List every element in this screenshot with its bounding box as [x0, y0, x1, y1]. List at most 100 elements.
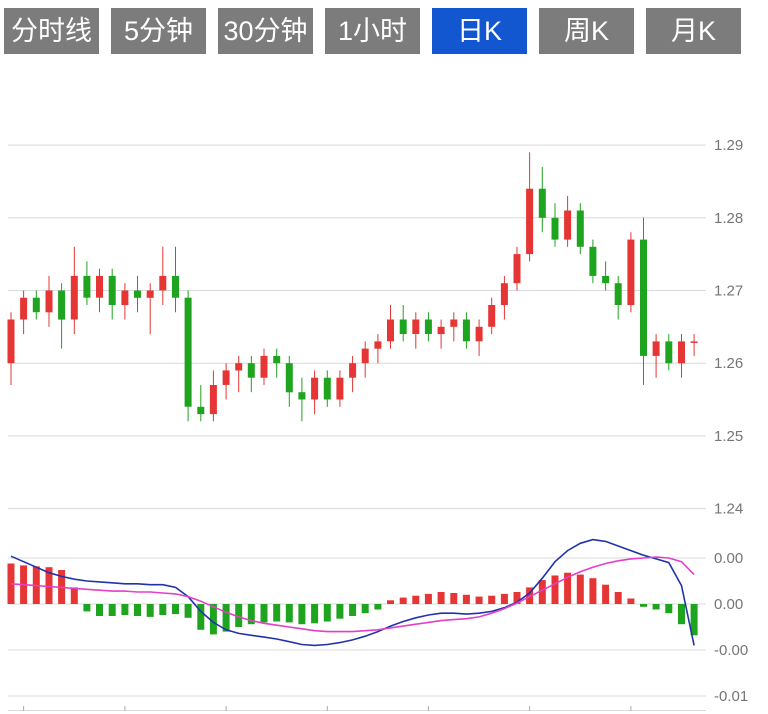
- macd-histogram-bar: [108, 604, 116, 616]
- candle-body: [576, 210, 584, 247]
- candle-body: [298, 392, 306, 400]
- candle-body: [602, 275, 610, 284]
- tab-1hour[interactable]: 1小时: [325, 8, 420, 54]
- macd-histogram-bar: [627, 598, 635, 604]
- macd-dif-line: [10, 538, 695, 647]
- macd-histogram-bar: [513, 592, 521, 604]
- candle-body: [197, 406, 205, 415]
- macd-histogram-bar: [235, 604, 243, 627]
- candle-body: [172, 275, 179, 298]
- macd-histogram-bar: [690, 604, 698, 636]
- macd-histogram-bar: [678, 604, 685, 625]
- candle-body: [209, 385, 217, 415]
- tab-time-share[interactable]: 分时线: [4, 8, 99, 54]
- candle-body: [678, 341, 685, 364]
- macd-histogram-bar: [361, 604, 369, 614]
- candle-body: [58, 290, 66, 320]
- macd-histogram-bar: [121, 604, 129, 615]
- macd-histogram-bar: [387, 600, 394, 604]
- candle-body: [551, 217, 559, 240]
- macd-histogram-bar: [424, 593, 432, 604]
- macd-histogram-bar: [374, 604, 382, 610]
- macd-histogram-bar: [285, 604, 293, 623]
- macd-histogram-bar: [83, 604, 91, 612]
- candle-body: [665, 341, 673, 364]
- macd-histogram-bar: [602, 584, 610, 604]
- candle-body: [222, 370, 230, 385]
- tab-30min[interactable]: 30分钟: [218, 8, 313, 54]
- candle-body: [538, 188, 546, 218]
- tab-daily-k[interactable]: 日K: [432, 8, 527, 54]
- macd-y-axis-label: 0.00: [714, 550, 743, 567]
- macd-histogram-bar: [576, 574, 584, 604]
- macd-histogram-bar: [273, 604, 281, 622]
- candle-body: [235, 363, 243, 371]
- macd-histogram-bar: [526, 587, 534, 604]
- candle-body: [589, 246, 597, 276]
- candle-body: [513, 254, 521, 284]
- candle-body: [184, 297, 192, 407]
- tab-5min[interactable]: 5分钟: [111, 8, 206, 54]
- main-y-axis-label: 1.24: [714, 501, 743, 518]
- macd-histogram-bar: [399, 597, 407, 604]
- candle-body: [311, 377, 319, 400]
- macd-histogram-bar: [450, 593, 458, 604]
- candle-body: [437, 326, 445, 335]
- candle-body: [387, 319, 394, 342]
- candle-body: [146, 290, 154, 298]
- macd-histogram-bar: [336, 604, 344, 619]
- candle-body: [70, 275, 78, 320]
- candle-body: [424, 319, 432, 334]
- candle-body: [488, 305, 496, 327]
- macd-histogram-bar: [172, 604, 179, 615]
- candle-body: [83, 275, 91, 298]
- candle-body: [273, 355, 281, 364]
- candle-body: [690, 341, 698, 343]
- candle-body: [260, 355, 268, 378]
- macd-histogram-bar: [247, 604, 255, 625]
- macd-histogram-bar: [488, 595, 496, 604]
- macd-histogram-bar: [564, 572, 572, 604]
- macd-y-axis-label: -0.01: [714, 688, 748, 705]
- macd-histogram-bar: [134, 604, 141, 616]
- macd-histogram-bar: [96, 604, 103, 616]
- candle-body: [247, 363, 255, 378]
- macd-histogram-bar: [209, 604, 217, 635]
- candle-body: [336, 377, 344, 400]
- candle-body: [159, 275, 167, 291]
- main-y-axis-label: 1.28: [714, 210, 743, 227]
- candle-body: [450, 319, 458, 327]
- candle-body: [285, 363, 293, 393]
- macd-histogram-bar: [45, 567, 53, 604]
- main-y-axis-label: 1.27: [714, 283, 743, 300]
- candle-body: [462, 319, 470, 342]
- candle-body: [45, 290, 53, 313]
- macd-histogram-bar: [260, 604, 268, 623]
- macd-histogram-bar: [222, 604, 230, 632]
- main-y-axis-label: 1.29: [714, 137, 743, 154]
- candle-body: [374, 341, 382, 349]
- macd-histogram-bar: [538, 580, 546, 604]
- candle-body: [412, 319, 420, 334]
- macd-histogram-bar: [652, 604, 660, 610]
- tab-weekly-k[interactable]: 周K: [539, 8, 634, 54]
- macd-histogram-bar: [298, 604, 306, 625]
- candle-body: [614, 283, 622, 305]
- candle-body: [640, 239, 647, 356]
- candle-body: [475, 326, 483, 342]
- candle-body: [96, 275, 103, 298]
- macd-histogram-bar: [412, 595, 420, 604]
- tab-monthly-k[interactable]: 月K: [646, 8, 741, 54]
- macd-histogram-bar: [462, 594, 470, 604]
- macd-histogram-bar: [475, 596, 483, 604]
- macd-y-axis-label: -0.00: [714, 642, 748, 659]
- candle-body: [361, 348, 369, 364]
- macd-histogram-bar: [323, 604, 331, 622]
- macd-histogram-bar: [614, 592, 622, 604]
- candle-body: [20, 297, 28, 320]
- candle-body: [564, 210, 572, 240]
- candle-body: [134, 290, 141, 298]
- interval-tabbar: 分时线 5分钟 30分钟 1小时 日K 周K 月K: [4, 8, 741, 54]
- macd-histogram-bar: [589, 578, 597, 604]
